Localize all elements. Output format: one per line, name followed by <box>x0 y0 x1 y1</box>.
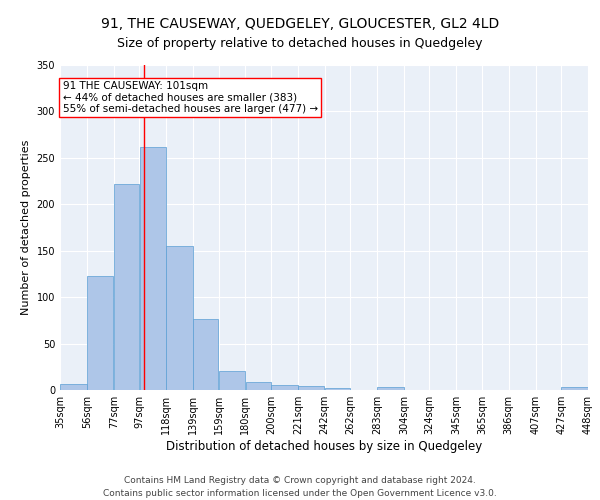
X-axis label: Distribution of detached houses by size in Quedgeley: Distribution of detached houses by size … <box>166 440 482 453</box>
Text: 91, THE CAUSEWAY, QUEDGELEY, GLOUCESTER, GL2 4LD: 91, THE CAUSEWAY, QUEDGELEY, GLOUCESTER,… <box>101 18 499 32</box>
Text: 91 THE CAUSEWAY: 101sqm
← 44% of detached houses are smaller (383)
55% of semi-d: 91 THE CAUSEWAY: 101sqm ← 44% of detache… <box>62 81 317 114</box>
Bar <box>298 386 325 390</box>
Bar <box>60 384 86 390</box>
Bar <box>377 387 404 390</box>
Y-axis label: Number of detached properties: Number of detached properties <box>21 140 31 315</box>
Bar <box>325 388 350 390</box>
Bar <box>193 320 218 390</box>
Bar <box>166 246 193 390</box>
Text: Size of property relative to detached houses in Quedgeley: Size of property relative to detached ho… <box>117 38 483 51</box>
Bar <box>140 146 166 390</box>
Bar <box>219 370 245 390</box>
Bar <box>562 387 588 390</box>
Text: Contains HM Land Registry data © Crown copyright and database right 2024.
Contai: Contains HM Land Registry data © Crown c… <box>103 476 497 498</box>
Bar <box>114 184 139 390</box>
Bar <box>271 386 298 390</box>
Bar <box>245 382 271 390</box>
Bar <box>87 276 113 390</box>
